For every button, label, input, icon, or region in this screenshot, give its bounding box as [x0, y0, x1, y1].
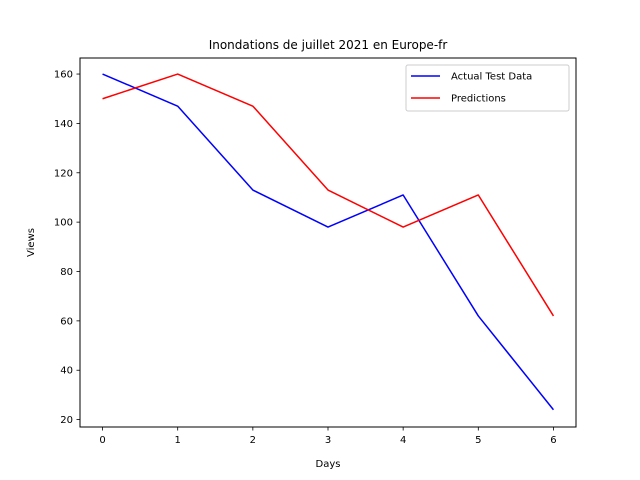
y-tick-label: 160: [54, 70, 73, 81]
x-axis-ticks: 0 1 2 3 4 5 6: [99, 427, 557, 446]
legend-label: Predictions: [451, 94, 506, 105]
series-layer: [102, 73, 555, 411]
y-tick-label: 60: [60, 316, 73, 327]
legend: Actual Test Data Predictions: [405, 64, 570, 112]
y-tick-label: 120: [54, 168, 73, 179]
x-tick-label: 0: [99, 435, 105, 446]
y-axis-ticks: 20 40 60 80 100 120 140 160: [54, 70, 80, 426]
x-tick-label: 2: [250, 435, 256, 446]
x-tick-label: 6: [550, 435, 556, 446]
legend-label: Actual Test Data: [451, 72, 532, 83]
y-tick-label: 100: [54, 218, 73, 229]
y-tick-label: 80: [60, 267, 73, 278]
x-tick-label: 1: [175, 435, 181, 446]
series-line-0: [102, 73, 555, 411]
series-line-1: [102, 73, 555, 317]
y-tick-label: 40: [60, 366, 73, 377]
y-axis-label: Views: [26, 228, 37, 257]
x-tick-label: 3: [325, 435, 331, 446]
plot-frame: [79, 57, 577, 428]
y-tick-label: 140: [54, 119, 73, 130]
x-tick-label: 4: [400, 435, 406, 446]
legend-box: [405, 64, 570, 112]
x-tick-label: 5: [475, 435, 481, 446]
x-axis-label: Days: [316, 459, 341, 470]
chart-title: Inondations de juillet 2021 en Europe-fr: [209, 38, 448, 52]
y-tick-label: 20: [60, 415, 73, 426]
